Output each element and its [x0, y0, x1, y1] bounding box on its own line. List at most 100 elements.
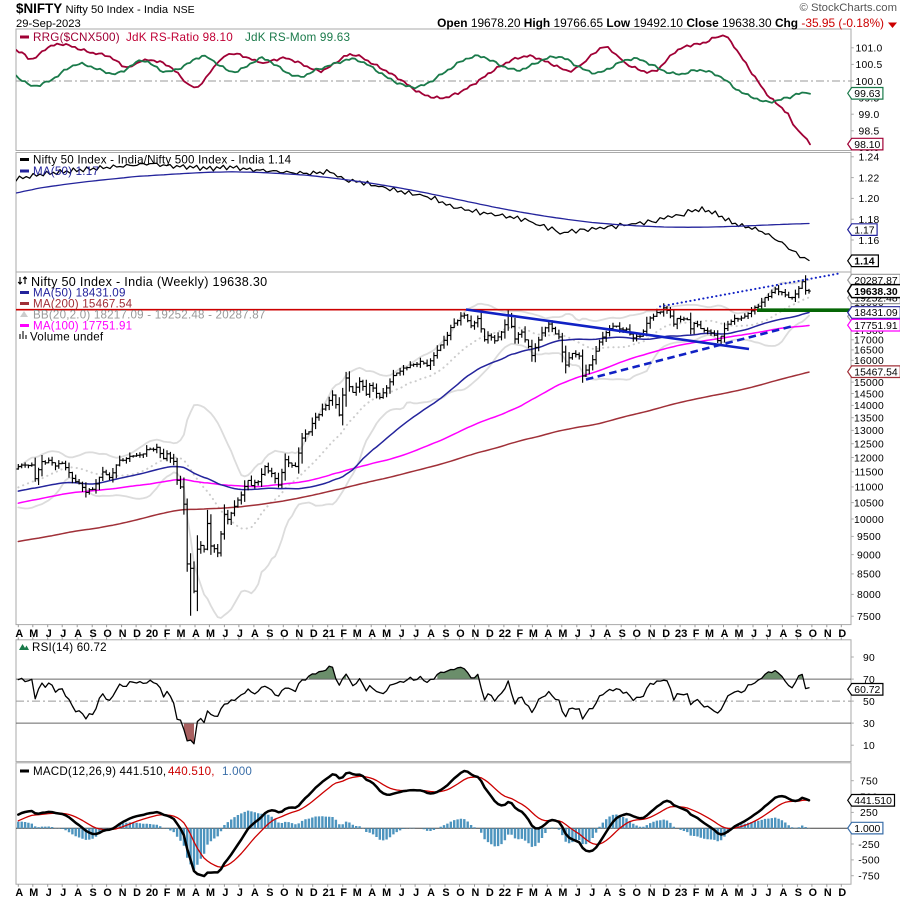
svg-text:8000: 8000: [857, 590, 881, 601]
svg-text:M: M: [382, 887, 391, 899]
svg-text:1.16: 1.16: [858, 236, 879, 247]
svg-text:21: 21: [322, 887, 334, 899]
svg-text:J: J: [575, 628, 581, 640]
svg-text:MA(100) 17751.91: MA(100) 17751.91: [33, 320, 132, 333]
svg-text:12500: 12500: [854, 439, 884, 450]
svg-text:N: N: [119, 887, 127, 899]
svg-text:M: M: [705, 628, 714, 640]
svg-text:99.0: 99.0: [858, 110, 879, 121]
svg-text:A: A: [603, 887, 611, 899]
svg-text:1.20: 1.20: [858, 194, 879, 205]
svg-text:D: D: [838, 628, 846, 640]
svg-text:1.14: 1.14: [854, 257, 874, 268]
svg-text:J: J: [765, 628, 771, 640]
svg-text:20: 20: [146, 628, 158, 640]
svg-text:750: 750: [860, 777, 878, 788]
svg-text:17000: 17000: [854, 336, 884, 347]
svg-text:O: O: [103, 628, 111, 640]
svg-text:O: O: [632, 628, 640, 640]
svg-text:18431.09: 18431.09: [854, 308, 898, 319]
svg-text:Volume undef: Volume undef: [30, 331, 104, 344]
svg-text:S: S: [795, 628, 802, 640]
svg-text:S: S: [442, 628, 449, 640]
svg-text:-250: -250: [858, 840, 880, 851]
svg-text:A: A: [721, 628, 729, 640]
svg-text:F: F: [693, 628, 700, 640]
svg-text:M: M: [382, 628, 391, 640]
svg-text:D: D: [310, 887, 318, 899]
svg-text:RSI(14) 60.72: RSI(14) 60.72: [32, 641, 107, 654]
svg-text:1.24: 1.24: [858, 153, 879, 164]
svg-text:J: J: [222, 887, 228, 899]
svg-text:S: S: [90, 628, 97, 640]
svg-text:N: N: [472, 628, 480, 640]
svg-text:F: F: [517, 628, 524, 640]
svg-text:Nifty 50 Index - India: Nifty 50 Index - India: [66, 4, 169, 16]
svg-text:N: N: [648, 628, 656, 640]
svg-text:A: A: [721, 887, 729, 899]
svg-text:22: 22: [499, 887, 511, 899]
svg-text:11000: 11000: [854, 483, 883, 494]
svg-text:10500: 10500: [854, 498, 884, 509]
svg-text:23: 23: [675, 887, 687, 899]
svg-text:A: A: [603, 628, 611, 640]
svg-text:100.0: 100.0: [855, 77, 882, 88]
svg-text:M: M: [206, 887, 215, 899]
svg-text:F: F: [693, 887, 700, 899]
svg-text:D: D: [133, 628, 141, 640]
svg-text:MACD(12,26,9) 441.510,: MACD(12,26,9) 441.510,: [33, 765, 166, 778]
svg-text:M: M: [529, 887, 538, 899]
svg-text:13000: 13000: [854, 426, 884, 437]
svg-text:S: S: [266, 628, 273, 640]
svg-text:MA(200) 15467.54: MA(200) 15467.54: [33, 298, 133, 311]
svg-text:O: O: [809, 887, 817, 899]
svg-text:12000: 12000: [854, 453, 884, 464]
svg-text:J: J: [765, 887, 771, 899]
svg-text:J: J: [589, 628, 595, 640]
svg-text:N: N: [119, 628, 127, 640]
svg-text:J: J: [222, 628, 228, 640]
svg-text:O: O: [456, 628, 464, 640]
svg-text:14000: 14000: [854, 401, 884, 412]
svg-text:100.5: 100.5: [855, 60, 882, 71]
svg-text:19252.48: 19252.48: [854, 293, 898, 304]
svg-text:N: N: [295, 887, 303, 899]
svg-text:Nifty 50 Index - India (Weekly: Nifty 50 Index - India (Weekly) 19638.30: [31, 275, 267, 289]
svg-text:J: J: [46, 628, 52, 640]
svg-text:14500: 14500: [854, 389, 884, 400]
svg-text:A: A: [74, 887, 82, 899]
svg-text:A: A: [368, 628, 376, 640]
svg-text:1.18: 1.18: [858, 215, 879, 226]
svg-text:A: A: [780, 887, 788, 899]
svg-text:1.000: 1.000: [222, 765, 252, 778]
svg-text:N: N: [295, 628, 303, 640]
svg-text:NSE: NSE: [173, 4, 195, 16]
svg-text:S: S: [90, 887, 97, 899]
svg-text:13500: 13500: [854, 413, 884, 424]
svg-text:J: J: [589, 887, 595, 899]
svg-text:16000: 16000: [854, 356, 884, 367]
svg-text:J: J: [60, 887, 66, 899]
svg-text:S: S: [795, 887, 802, 899]
svg-text:29-Sep-2023: 29-Sep-2023: [16, 18, 81, 30]
svg-text:N: N: [648, 887, 656, 899]
svg-text:O: O: [809, 628, 817, 640]
svg-text:M: M: [353, 887, 362, 899]
svg-text:F: F: [340, 887, 347, 899]
svg-text:1.17: 1.17: [854, 225, 874, 236]
svg-text:M: M: [353, 628, 362, 640]
svg-text:A: A: [251, 887, 259, 899]
svg-text:-750: -750: [858, 871, 880, 882]
svg-text:11500: 11500: [854, 468, 883, 479]
svg-text:A: A: [192, 628, 200, 640]
svg-text:D: D: [662, 887, 670, 899]
svg-text:A: A: [15, 628, 23, 640]
svg-text:250: 250: [860, 808, 878, 819]
svg-text:99.63: 99.63: [854, 89, 880, 100]
svg-text:N: N: [472, 887, 480, 899]
svg-text:98.5: 98.5: [858, 127, 879, 138]
svg-text:M: M: [29, 628, 38, 640]
svg-text:O: O: [280, 887, 288, 899]
svg-text:O: O: [632, 887, 640, 899]
svg-text:1.22: 1.22: [858, 173, 879, 184]
